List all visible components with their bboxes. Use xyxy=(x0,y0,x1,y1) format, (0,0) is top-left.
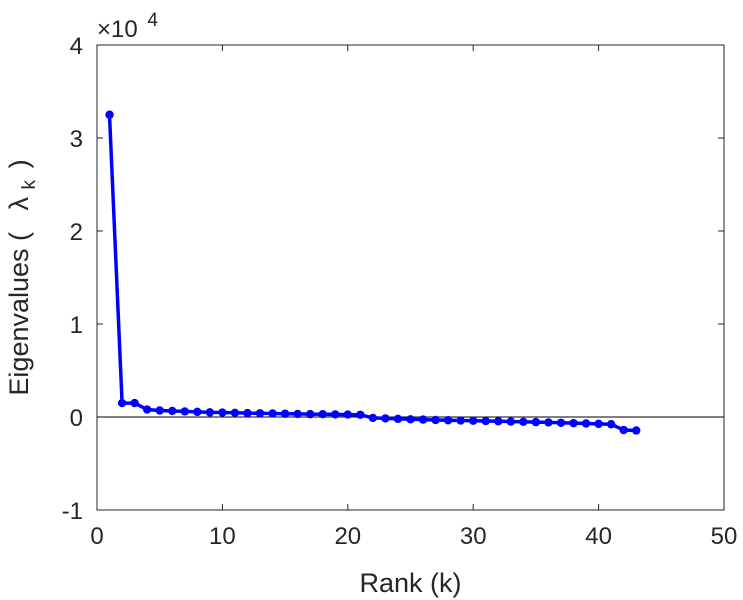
y-tick-label: 3 xyxy=(70,126,83,153)
data-series xyxy=(105,110,641,435)
series-line xyxy=(107,114,637,433)
data-point xyxy=(368,413,378,423)
data-point xyxy=(105,110,114,119)
data-point xyxy=(255,409,265,418)
data-point xyxy=(519,417,528,427)
data-point xyxy=(443,416,453,425)
data-point xyxy=(168,406,177,416)
data-point xyxy=(506,417,516,426)
data-point xyxy=(619,425,628,435)
data-point xyxy=(205,408,215,417)
x-tick-label: 20 xyxy=(334,523,361,550)
y-tick-label: 4 xyxy=(70,33,83,60)
x-tick-label: 0 xyxy=(90,523,103,550)
data-point xyxy=(343,410,352,419)
y-axis-exponent: ×10 4 xyxy=(97,10,158,43)
data-point xyxy=(117,398,127,408)
y-axis-exponent-base: ×10 xyxy=(97,16,138,43)
data-point xyxy=(531,417,541,427)
y-tick-label: -1 xyxy=(62,498,83,525)
y-tick-label: 2 xyxy=(70,219,83,246)
data-point xyxy=(230,408,240,418)
x-axis-label: Rank (k) xyxy=(359,568,461,598)
data-point xyxy=(142,405,152,414)
data-point xyxy=(331,410,340,419)
data-point xyxy=(293,409,302,419)
data-point xyxy=(381,414,390,423)
y-tick-label: 0 xyxy=(70,405,83,432)
data-point xyxy=(218,408,227,417)
axis-labels: Rank (k) Eigenvalues ( λ k ) ×10 4 xyxy=(4,10,462,598)
data-point xyxy=(180,407,189,416)
data-point xyxy=(393,414,403,424)
data-point xyxy=(406,415,415,424)
y-axis-label-suffix: ) xyxy=(4,159,34,168)
data-point xyxy=(431,415,440,425)
data-point xyxy=(606,420,616,429)
data-point xyxy=(268,409,277,418)
y-axis-label-symbol: λ xyxy=(4,196,34,210)
data-point xyxy=(594,419,603,429)
x-tick-label: 30 xyxy=(460,523,487,550)
axes: 0 10 20 30 40 50 -1 0 1 2 3 4 xyxy=(62,33,738,550)
data-point xyxy=(581,419,591,428)
x-tick-label: 50 xyxy=(711,523,738,550)
data-point xyxy=(494,417,503,426)
data-point xyxy=(569,418,578,428)
data-point xyxy=(318,410,327,419)
x-tick-label: 40 xyxy=(585,523,612,550)
data-point xyxy=(469,416,478,425)
data-point xyxy=(356,410,365,419)
y-axis-label-subscript: k xyxy=(19,179,40,189)
data-point xyxy=(193,407,202,417)
data-point xyxy=(632,426,641,435)
plot-frame xyxy=(96,44,725,511)
data-point xyxy=(556,418,566,427)
y-axis-label: Eigenvalues ( λ k ) xyxy=(4,159,41,395)
x-tick-label: 10 xyxy=(209,523,236,550)
data-point xyxy=(243,408,252,418)
data-point xyxy=(155,406,164,415)
y-axis-label-prefix: Eigenvalues ( xyxy=(4,232,34,396)
data-point xyxy=(456,416,465,425)
data-point xyxy=(418,415,428,424)
y-tick-label: 1 xyxy=(70,312,83,339)
y-axis-exponent-power: 4 xyxy=(147,10,158,31)
data-point xyxy=(481,416,490,426)
data-point xyxy=(130,398,139,408)
data-point xyxy=(305,409,315,419)
data-point xyxy=(280,409,290,418)
data-point xyxy=(544,418,553,427)
